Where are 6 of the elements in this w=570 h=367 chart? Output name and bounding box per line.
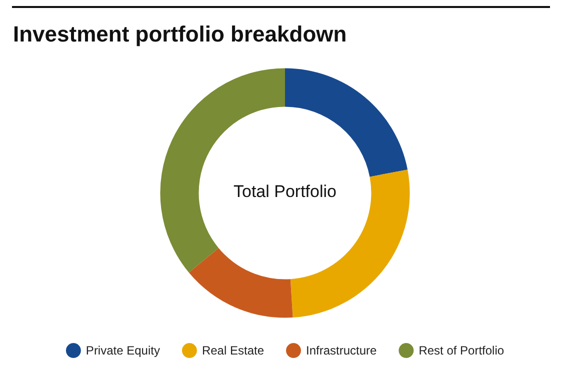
legend-label: Rest of Portfolio (418, 344, 504, 358)
text: Total Portfolio (234, 182, 336, 201)
legend-label: Private Equity (86, 344, 160, 358)
chart-title: Investment portfolio breakdown (13, 22, 347, 46)
legend-label: Real Estate (202, 344, 264, 358)
legend-label: Infrastructure (306, 344, 378, 358)
